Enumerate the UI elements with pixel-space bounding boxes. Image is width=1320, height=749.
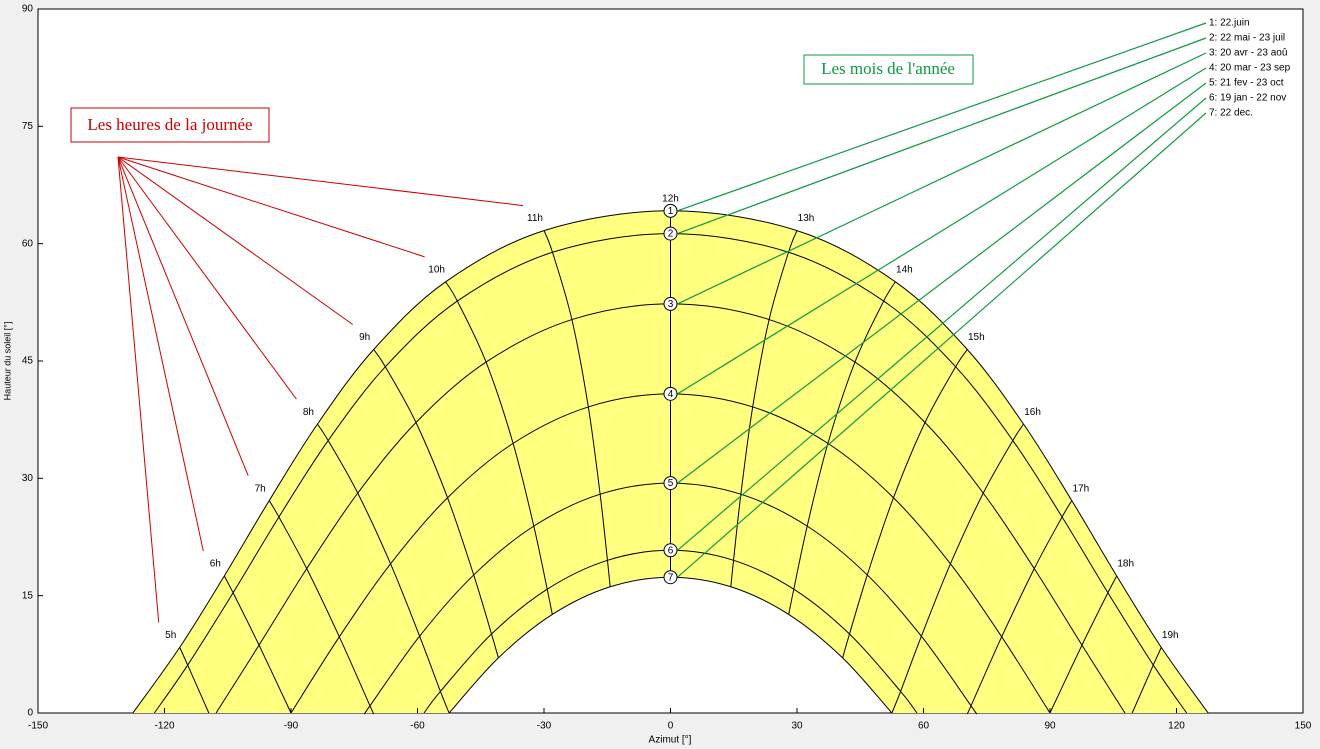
month-marker-label: 4 (668, 389, 674, 400)
legend-entry: 5: 21 fev - 23 oct (1209, 78, 1284, 89)
y-tick-label: 30 (22, 473, 34, 484)
month-marker-label: 1 (668, 206, 674, 217)
hour-label: 17h (1072, 483, 1089, 494)
months-note: Les mois de l'année (821, 59, 955, 78)
x-tick-label: 60 (918, 721, 930, 732)
y-axis-label: Hauteur du soleil [°] (2, 322, 12, 401)
hours-leader (117, 156, 204, 552)
hour-label: 19h (1162, 630, 1179, 641)
hour-label: 6h (210, 559, 221, 570)
hour-label: 7h (255, 483, 266, 494)
hour-label: 15h (968, 332, 985, 343)
hour-label: 10h (428, 264, 445, 275)
month-marker (663, 296, 678, 311)
hour-line (179, 647, 210, 714)
hour-line (1049, 575, 1118, 714)
hour-label: 8h (303, 407, 314, 418)
hour-line (842, 349, 968, 658)
legend-entry: 7: 22 dec. (1209, 108, 1253, 119)
legend-entry: 4: 20 mar - 23 sep (1209, 63, 1291, 74)
legend-entry: 1: 22.juin (1209, 18, 1250, 29)
month-marker (663, 386, 678, 401)
hour-label: 13h (798, 213, 815, 224)
months-leader (677, 52, 1207, 305)
y-tick-label: 0 (27, 708, 33, 719)
month-marker-label: 7 (668, 572, 674, 583)
x-tick-label: 30 (791, 721, 803, 732)
x-tick-label: -60 (410, 721, 425, 732)
hours-note: Les heures de la journée (87, 115, 252, 134)
y-tick-label: 90 (22, 4, 34, 15)
legend-entry: 3: 20 avr - 23 aoû (1209, 48, 1287, 59)
hours-leader (117, 156, 249, 476)
x-tick-label: -30 (537, 721, 552, 732)
month-marker-label: 3 (668, 299, 674, 310)
legend-entry: 6: 19 jan - 22 nov (1209, 93, 1286, 104)
hour-label: 5h (165, 630, 176, 641)
x-tick-label: -90 (284, 721, 299, 732)
legend-entry: 2: 22 mai - 23 juil (1209, 33, 1285, 44)
x-tick-label: 120 (1168, 721, 1185, 732)
month-marker (663, 570, 678, 585)
months-leader (677, 112, 1207, 578)
hour-label: 14h (896, 264, 913, 275)
hour-label: 9h (359, 332, 370, 343)
hour-line (223, 575, 292, 714)
hour-line (1131, 647, 1162, 714)
hour-label: 16h (1024, 407, 1041, 418)
x-tick-label: 0 (668, 721, 674, 732)
months-leader (677, 22, 1207, 212)
months-leader (677, 67, 1207, 395)
month-marker (663, 476, 678, 491)
hour-line (967, 500, 1073, 715)
month-marker (663, 226, 678, 241)
month-marker (663, 543, 678, 558)
hour-line (268, 500, 374, 715)
months-leader (677, 97, 1207, 551)
hours-leader (117, 156, 160, 623)
hour-label: 11h (527, 213, 543, 224)
hour-line (543, 230, 611, 587)
x-tick-label: 150 (1295, 721, 1312, 732)
months-leader (677, 82, 1207, 484)
hours-leader (117, 156, 353, 325)
month-marker-label: 6 (668, 545, 674, 556)
hour-line (373, 349, 499, 658)
x-axis-label: Azimut [°] (649, 735, 692, 746)
months-note-box (803, 54, 974, 85)
hour-label: 12h (662, 193, 679, 204)
month-marker (663, 203, 678, 218)
y-tick-label: 15 (22, 590, 34, 601)
month-marker-label: 2 (668, 229, 674, 240)
x-tick-label: -150 (28, 721, 48, 732)
hours-leader (117, 156, 425, 258)
x-tick-label: 90 (1044, 721, 1056, 732)
hours-note-box (70, 107, 270, 143)
hour-line (317, 423, 450, 714)
hour-label: 18h (1117, 559, 1134, 570)
y-tick-label: 45 (22, 356, 34, 367)
y-tick-label: 75 (22, 121, 34, 132)
x-tick-label: -120 (154, 721, 174, 732)
hour-line (730, 230, 798, 587)
hour-line (445, 281, 553, 615)
hour-line (788, 281, 896, 615)
month-marker-label: 5 (668, 478, 674, 489)
hours-leader (117, 156, 297, 400)
months-leader (677, 37, 1207, 235)
y-tick-label: 60 (22, 238, 34, 249)
hours-leader (117, 156, 524, 207)
hour-line (891, 423, 1024, 714)
